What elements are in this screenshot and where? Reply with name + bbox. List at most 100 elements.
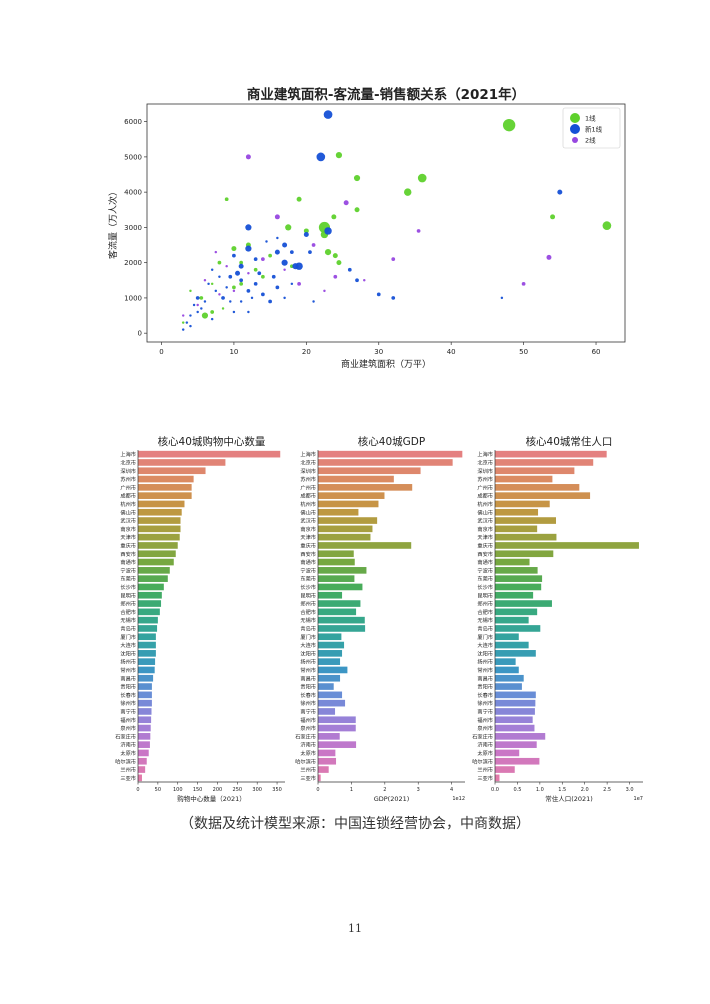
bar xyxy=(138,658,156,665)
bar xyxy=(318,467,421,475)
bar-x-tick-label: 2 xyxy=(383,787,386,793)
scatter-point-2 xyxy=(181,328,185,331)
bar-category-label: 南通市 xyxy=(120,558,136,566)
bar-category-label: 太原市 xyxy=(300,749,316,757)
scatter-point-1 xyxy=(332,253,338,259)
scatter-x-tick-label: 50 xyxy=(519,348,528,356)
bar-category-label: 泉州市 xyxy=(300,724,316,732)
bar xyxy=(138,724,151,732)
bar-category-label: 长春市 xyxy=(477,691,493,699)
scatter-point-2 xyxy=(247,310,250,314)
bar-category-label: 苏州市 xyxy=(120,475,136,483)
bar-category-label: 上海市 xyxy=(300,450,316,458)
bar xyxy=(495,484,580,491)
bar-x-tick-label: 250 xyxy=(233,787,243,793)
scatter-point-2 xyxy=(281,259,288,266)
bar-category-label: 福州市 xyxy=(120,716,136,724)
bar-x-tick-label: 0 xyxy=(136,787,139,793)
scatter-point-2 xyxy=(323,110,333,119)
scatter-point-2 xyxy=(282,242,288,248)
scatter-point-2 xyxy=(200,307,203,310)
bar xyxy=(138,691,152,699)
scatter-y-tick-label: 5000 xyxy=(124,153,142,161)
bar-category-label: 泉州市 xyxy=(477,724,493,732)
bar-x-axis-label: GDP(2021) xyxy=(374,795,410,803)
bar-category-label: 东莞市 xyxy=(300,575,316,583)
scatter-point-2 xyxy=(218,275,221,279)
bar-x-tick-label: 150 xyxy=(193,787,203,793)
scatter-point-2 xyxy=(324,227,332,235)
scatter-point-2 xyxy=(303,231,309,237)
bar xyxy=(138,699,152,707)
scatter-point-3 xyxy=(245,154,251,160)
bar-category-label: 南宁市 xyxy=(120,707,136,715)
scatter-point-2 xyxy=(192,303,196,307)
bar xyxy=(495,658,516,665)
bar-category-label: 哈尔滨市 xyxy=(115,757,136,765)
bar xyxy=(138,650,156,657)
bar-category-label: 长沙市 xyxy=(300,583,316,591)
bar-x-tick-label: 1 xyxy=(350,787,353,793)
bar-category-label: 南京市 xyxy=(120,525,136,533)
scatter-point-2 xyxy=(246,289,251,293)
bar-category-label: 昆明市 xyxy=(120,591,136,599)
bar-category-label: 济南市 xyxy=(120,741,136,749)
scatter-point-3 xyxy=(261,257,265,262)
bar-category-label: 成都市 xyxy=(120,492,136,500)
bar-category-label: 无锡市 xyxy=(120,616,136,624)
bar xyxy=(138,716,152,724)
bar-category-label: 广州市 xyxy=(477,483,493,491)
scatter-point-1 xyxy=(261,274,265,279)
bar-category-label: 深圳市 xyxy=(477,467,493,475)
bar-category-label: 无锡市 xyxy=(300,616,316,624)
scatter-point-2 xyxy=(239,300,243,303)
bar-category-label: 太原市 xyxy=(477,749,493,757)
bar xyxy=(318,533,371,541)
bar-panel-3: 核心40城常住人口上海市北京市深圳市苏州市广州市成都市杭州市佛山市武汉市南京市天… xyxy=(472,435,643,803)
bar-category-label: 南宁市 xyxy=(300,707,316,715)
bar-category-label: 石家庄市 xyxy=(295,732,316,740)
bar-category-label: 西安市 xyxy=(120,550,136,558)
bar-category-label: 佛山市 xyxy=(477,508,493,516)
bar-category-label: 广州市 xyxy=(300,483,316,491)
bar xyxy=(495,749,520,757)
bar-category-label: 郑州市 xyxy=(300,600,316,608)
scatter-point-3 xyxy=(196,303,199,307)
bar-charts-panel: 核心40城购物中心数量上海市北京市深圳市苏州市广州市成都市杭州市佛山市武汉市南京… xyxy=(115,435,643,803)
bar-panel-2: 核心40城GDP 上海市北京市深圳市苏州市广州市成都市杭州市佛山市武汉市南京市天津… xyxy=(295,435,465,803)
bar xyxy=(138,558,174,566)
bar-category-label: 苏州市 xyxy=(300,475,316,483)
bar xyxy=(495,558,530,566)
bar-category-label: 南通市 xyxy=(300,558,316,566)
bar-x-tick-label: 0.0 xyxy=(491,787,499,793)
bar-category-label: 哈尔滨市 xyxy=(472,757,493,765)
bar-x-tick-label: 2.0 xyxy=(581,787,589,793)
scatter-point-2 xyxy=(250,296,254,300)
bar-category-label: 天津市 xyxy=(120,533,136,541)
bar xyxy=(318,500,379,508)
bar xyxy=(318,550,354,558)
scatter-point-1 xyxy=(181,321,185,324)
scatter-point-3 xyxy=(363,279,366,282)
bar-x-tick-label: 300 xyxy=(252,787,262,793)
scatter-point-1 xyxy=(253,267,258,272)
bar xyxy=(138,517,181,524)
bar xyxy=(495,542,639,549)
scatter-point-2 xyxy=(316,152,326,162)
scatter-legend-marker xyxy=(570,113,580,123)
bar-category-label: 北京市 xyxy=(120,458,136,466)
scatter-point-1 xyxy=(217,260,222,265)
bar xyxy=(495,616,529,624)
bar-category-label: 兰州市 xyxy=(477,766,493,774)
bar-category-label: 上海市 xyxy=(120,450,136,458)
bar xyxy=(138,550,176,558)
scatter-point-2 xyxy=(289,250,294,254)
bar xyxy=(318,741,357,748)
bar xyxy=(318,691,343,699)
bar xyxy=(318,683,334,690)
bar-category-label: 合肥市 xyxy=(477,608,493,616)
bar xyxy=(138,508,182,516)
bar xyxy=(495,633,519,641)
scatter-point-1 xyxy=(296,196,302,202)
